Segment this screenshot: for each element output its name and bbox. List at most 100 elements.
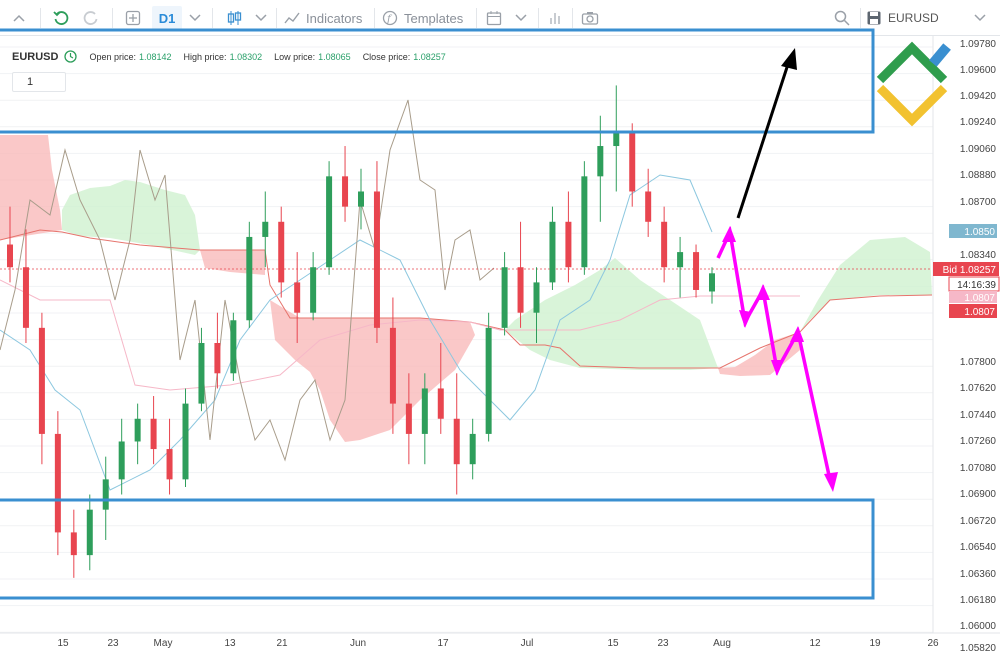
indicators-button[interactable]: Indicators [284,6,370,30]
ichimoku-lines [0,99,933,491]
bullish-candle [262,191,269,268]
zone-boxes [0,28,875,600]
price-tick: 1.09060 [960,144,997,155]
resistance-zone-box [0,28,875,134]
price-tick: 1.07440 [960,410,997,421]
search-icon[interactable] [832,6,852,30]
candle-body [629,130,636,192]
bearish-candle [54,411,61,556]
price-tick: 1.08880 [960,170,997,181]
bearish-candle [214,312,221,389]
bullish-forecast-arrowhead [781,48,797,70]
bid-badge [933,262,999,276]
upper-price-badge [949,224,997,238]
chikou-line [0,99,495,462]
price-tick: 1.07080 [960,463,997,474]
candle-body [70,532,77,556]
clock-icon[interactable] [64,50,78,63]
lower-price-badge [949,304,997,318]
undo-icon[interactable] [50,6,72,30]
time-tick: 15 [607,638,619,649]
bullish-candle [677,236,684,298]
price-tick: 1.07260 [960,436,997,447]
bullish-candle [469,418,476,480]
price-axis: 1.09780 1.09600 1.09420 1.09240 1.09060 … [932,36,1000,653]
chart-type-chevron-icon[interactable] [252,6,270,30]
candle-body [517,267,524,313]
symbol-selector[interactable]: EURUSD [866,6,962,30]
pane-count-selector[interactable]: 1 [12,72,66,92]
candle-body [581,176,588,268]
time-tick: 19 [869,638,881,649]
ohlc-legend: EURUSD Open price: 1.08142 High price: 1… [12,50,446,63]
kijun-line [0,279,800,391]
add-chart-icon[interactable] [122,6,144,30]
open-price-value: 1.08142 [138,51,172,62]
bearish-candle [645,168,652,237]
candle-body [118,441,125,480]
calendar-icon[interactable] [484,6,504,30]
candle-body [677,252,684,268]
bearish-candle [166,418,173,495]
candle-body [86,509,93,556]
price-tick: 1.09600 [960,65,997,76]
price-tick: 1.06900 [960,489,997,500]
ichimoku-cloud-bear-2 [200,250,265,275]
time-tick: 26 [927,638,939,649]
time-axis: 15 23 May 13 21 Jun 17 Jul 15 23 Aug 12 … [0,632,1000,649]
price-tick: 1.05820 [960,643,997,653]
candlestick-type-icon[interactable] [222,6,246,30]
pane-count-value: 1 [27,76,34,88]
low-price-value: 1.08065 [318,51,351,62]
timeframe-chevron-icon[interactable] [186,6,204,30]
candle-body [501,267,508,328]
ichimoku-cloud-bull-3 [800,237,932,332]
candle-body [326,176,333,268]
bullish-candle [134,403,141,465]
calendar-chevron-icon[interactable] [512,6,530,30]
time-tick: Jun [350,638,366,649]
collapse-up-icon[interactable] [8,6,30,30]
candle-body [661,221,668,268]
price-tick: 1.06360 [960,569,997,580]
bullish-candle [549,206,556,290]
save-icon [867,11,881,25]
bearish-candle [373,161,380,343]
candle-body [358,191,364,207]
candle-body [597,146,604,177]
ichimoku-cloud-bear-3 [270,300,475,442]
price-tick: 1.06180 [960,595,997,606]
price-tick: 1.08700 [960,197,997,208]
redo-icon[interactable] [80,6,102,30]
bullish-candle [102,456,109,540]
support-zone-box [0,498,875,600]
zigzag-arrowhead-1 [722,226,736,242]
low-price-label: Low price: [274,51,316,62]
price-tick: 1.08340 [960,250,997,261]
candle-body [7,244,13,268]
price-tick: 1.07800 [960,357,997,368]
bullish-candle [230,312,237,381]
mid-price-badge-text: 1.0807 [964,293,995,304]
candle-body [645,191,652,222]
volume-bars-icon[interactable] [546,6,566,30]
bullish-candle [421,373,428,465]
candle-body [437,388,444,419]
timeframe-button[interactable]: D1 [152,6,182,30]
bearish-candle [278,206,285,298]
bearish-candle [150,396,157,465]
open-price-label: Open price: [89,51,136,62]
indicators-icon [284,12,300,24]
senkou-span-b-line [0,229,933,369]
candle-body [182,403,189,480]
price-tick: 1.06540 [960,542,997,553]
camera-icon[interactable] [580,6,600,30]
bearish-candle [405,373,412,465]
templates-icon: f [382,10,398,26]
time-tick: 23 [107,638,119,649]
candle-body [214,343,221,374]
candle-body [421,388,428,434]
templates-button[interactable]: f Templates [382,6,472,30]
symbol-chevron-icon[interactable] [970,6,990,30]
